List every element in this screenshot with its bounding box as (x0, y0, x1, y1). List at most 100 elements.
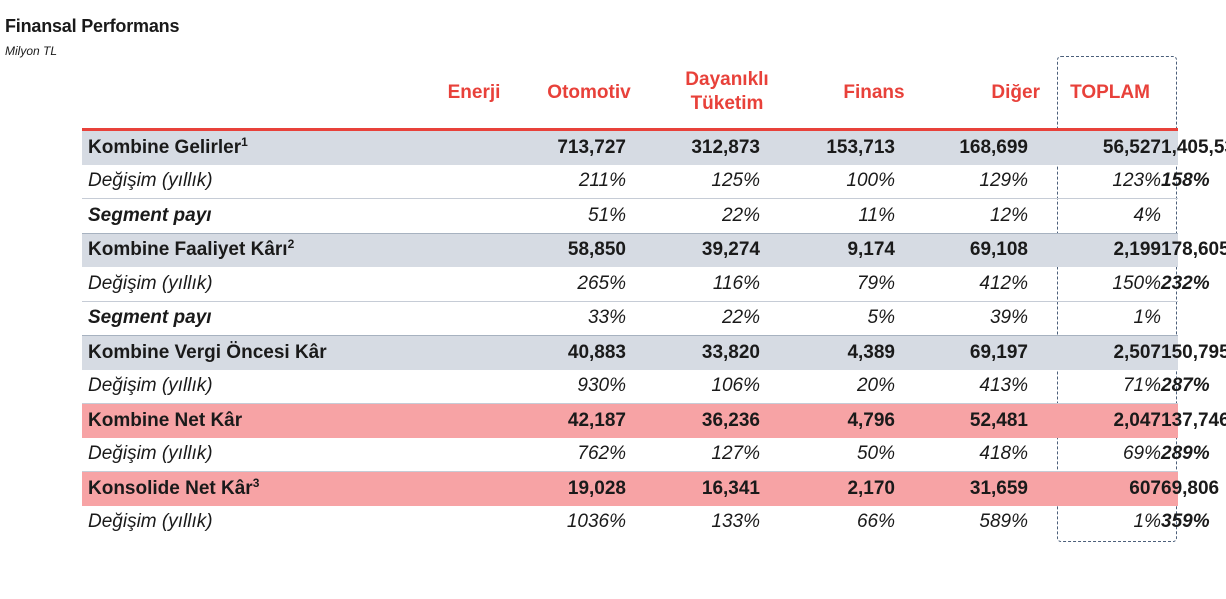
footnote-marker: 3 (252, 475, 260, 490)
value-cell: 4,796 (760, 403, 895, 438)
row-label: Değişim (yıllık) (82, 369, 402, 404)
value-cell: 123% (1028, 164, 1161, 199)
value-cell: 930% (492, 369, 626, 404)
row-label: Kombine Net Kâr (82, 403, 402, 438)
row-label-text: Kombine Gelirler (88, 136, 242, 158)
value-cell: 713,727 (492, 128, 626, 165)
value-cell: 22% (721, 307, 760, 329)
value-cell: 69,197 (895, 335, 1028, 370)
spacer-cell (402, 267, 492, 302)
value-cell: 4% (1133, 204, 1161, 226)
value-cell: 116% (626, 267, 760, 302)
table-row-segment-payi: Segment payı 33% 22% 5% 39% 1% (82, 301, 1178, 336)
value-cell: 312,873 (626, 128, 760, 165)
spacer-cell (402, 164, 492, 199)
row-label-text: Kombine Net Kâr (88, 409, 243, 431)
value-cell: 129% (895, 164, 1028, 199)
value-cell: 127% (626, 437, 760, 472)
value-cell: 2,047 (1028, 403, 1161, 438)
table-row-degisim: Değişim (yıllık) 265% 116% 79% 412% 150% 232% (82, 267, 1210, 302)
value-cell: 79% (760, 267, 895, 302)
value-cell: 2,199 (1028, 232, 1161, 267)
row-label: Değişim (yıllık) (82, 437, 402, 472)
spacer-cell (402, 437, 492, 472)
row-label-text: Kombine Vergi Öncesi Kâr (88, 341, 327, 363)
value-cell: 39,274 (626, 232, 760, 267)
row-label-text: Değişim (yıllık) (88, 170, 213, 192)
col-header-toplam: TOPLAM (1070, 82, 1150, 103)
table-row-kombine-vergi-oncesi-kar: Kombine Vergi Öncesi Kâr 40,883 33,820 4,38… (82, 335, 1226, 370)
total-cell: 69,806 (1161, 471, 1219, 506)
col-header-finans: Finans (843, 82, 905, 103)
row-label-text: Konsolide Net Kâr (88, 477, 253, 499)
value-cell: 125% (626, 164, 760, 199)
footnote-marker: 2 (287, 237, 295, 252)
row-label: Kombine Vergi Öncesi Kâr (82, 335, 402, 370)
col-header-enerji: Enerji (447, 82, 501, 103)
total-cell: 359% (1161, 511, 1210, 533)
table-row-degisim: Değişim (yıllık) 930% 106% 20% 413% 71% 287% (82, 369, 1210, 404)
value-cell: 33,820 (626, 335, 760, 370)
footnote-marker: 1 (241, 134, 248, 149)
spacer-cell (402, 232, 492, 267)
row-label: Değişim (yıllık) (82, 506, 402, 540)
value-cell: 50% (760, 437, 895, 472)
value-cell: 69% (1028, 437, 1161, 472)
value-cell: 42,187 (492, 403, 626, 438)
value-cell: 100% (760, 164, 895, 199)
total-cell: 158% (1161, 164, 1210, 199)
row-label: Konsolide Net Kâr3 (82, 471, 402, 506)
value-cell: 133% (711, 511, 760, 533)
total-cell: 178,605 (1161, 232, 1226, 267)
value-cell: 66% (856, 511, 895, 533)
row-label: Kombine Gelirler1 (82, 128, 402, 165)
spacer-cell (402, 301, 492, 336)
col-header-otomotiv: Otomotiv (547, 82, 631, 103)
value-cell: 1% (1133, 307, 1161, 329)
value-cell: 762% (492, 437, 626, 472)
total-cell (1161, 301, 1178, 336)
value-cell: 31,659 (895, 471, 1028, 506)
unit-subtitle: Milyon TL (5, 44, 58, 58)
row-label-text: Değişim (yıllık) (88, 375, 213, 397)
spacer-cell (402, 335, 492, 370)
value-cell: 40,883 (492, 335, 626, 370)
total-cell (1161, 199, 1178, 234)
value-cell: 56,527 (1028, 128, 1161, 165)
value-cell: 71% (1028, 369, 1161, 404)
value-cell: 153,713 (760, 128, 895, 165)
row-label-text: Değişim (yıllık) (88, 443, 213, 465)
table-row-kombine-net-kar: Kombine Net Kâr 42,187 36,236 4,796 52,481 2,… (82, 403, 1226, 438)
spacer-cell (402, 506, 492, 540)
total-cell: 137,746 (1161, 403, 1226, 438)
value-cell: 1036% (566, 511, 626, 533)
row-label-text: Değişim (yıllık) (88, 511, 213, 533)
table-row-degisim: Değişim (yıllık) 211% 125% 100% 129% 123% 158% (82, 164, 1210, 199)
table-row-degisim: Değişim (yıllık) 762% 127% 50% 418% 69% 289% (82, 437, 1210, 472)
table-row-kombine-gelirler: Kombine Gelirler1 713,727 312,873 153,713 16… (82, 128, 1226, 165)
table-row-konsolide-net-kar: Konsolide Net Kâr3 19,028 16,341 2,170 31,65… (82, 471, 1219, 506)
value-cell: 5% (867, 307, 895, 329)
row-label-text: Değişim (yıllık) (88, 272, 213, 294)
value-cell: 69,108 (895, 232, 1028, 267)
value-cell: 106% (626, 369, 760, 404)
value-cell: 150% (1028, 267, 1161, 302)
value-cell: 2,507 (1028, 335, 1161, 370)
total-cell: 150,795 (1161, 335, 1226, 370)
table-row-degisim: Değişim (yıllık) 1036% 133% 66% 589% 1% 359% (82, 506, 1210, 540)
value-cell: 16,341 (626, 471, 760, 506)
value-cell: 211% (492, 164, 626, 199)
spacer-cell (402, 199, 492, 234)
value-cell: 36,236 (626, 403, 760, 438)
value-cell: 20% (760, 369, 895, 404)
value-cell: 11% (858, 204, 895, 226)
value-cell: 4,389 (760, 335, 895, 370)
value-cell: 19,028 (492, 471, 626, 506)
value-cell: 418% (895, 437, 1028, 472)
value-cell: 2,170 (760, 471, 895, 506)
value-cell: 12% (989, 204, 1028, 226)
value-cell: 51% (587, 204, 626, 226)
col-header-diger: Diğer (991, 82, 1040, 103)
financial-table: Kombine Gelirler1 713,727 312,873 153,713 16… (82, 128, 1226, 540)
value-cell: 1% (1133, 511, 1161, 533)
